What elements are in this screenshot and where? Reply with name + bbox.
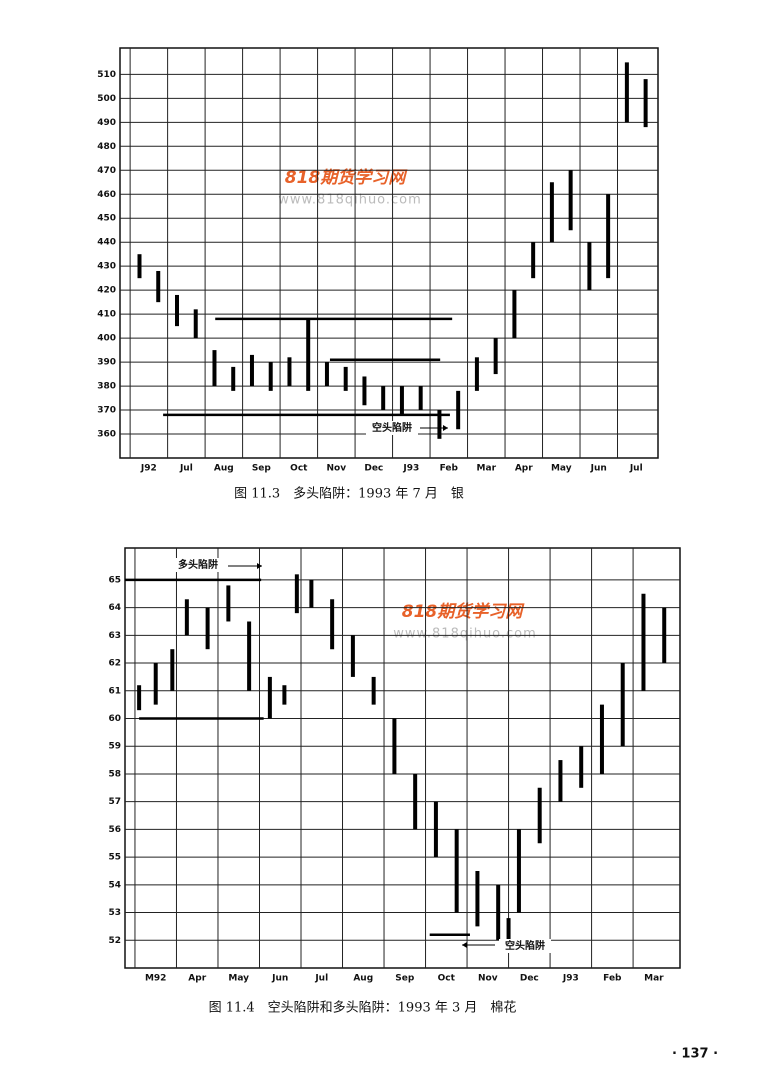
y-tick-label: 65 — [108, 575, 121, 585]
x-tick-label: Nov — [478, 974, 498, 984]
x-tick-label: Jul — [179, 464, 193, 474]
watermark-url: www.818qihuo.com — [393, 627, 537, 642]
y-tick-label: 480 — [97, 142, 116, 152]
y-tick-label: 59 — [108, 742, 121, 752]
x-tick-label: Sep — [252, 464, 272, 474]
y-tick-label: 470 — [97, 166, 116, 176]
x-tick-label: Jun — [271, 974, 288, 984]
annotation-bg — [366, 421, 418, 435]
y-tick-label: 380 — [97, 382, 116, 392]
y-tick-label: 460 — [97, 190, 116, 200]
y-tick-label: 440 — [97, 238, 116, 248]
x-tick-label: Dec — [520, 974, 539, 984]
x-tick-label: Apr — [515, 464, 533, 474]
x-tick-label: Aug — [214, 464, 234, 474]
y-tick-label: 490 — [97, 118, 116, 128]
x-tick-label: Jun — [590, 464, 607, 474]
x-tick-label: J93 — [562, 974, 579, 984]
annotation-bg — [172, 558, 224, 572]
x-tick-label: J93 — [402, 464, 419, 474]
y-tick-label: 56 — [108, 825, 121, 835]
annotation: 空头陷阱 — [372, 421, 412, 434]
y-tick-label: 430 — [97, 262, 116, 272]
y-tick-label: 57 — [108, 797, 121, 807]
watermark-logo: 818期货学习网 — [402, 602, 525, 622]
x-tick-label: Jul — [314, 974, 328, 984]
arrow-head — [257, 563, 262, 569]
y-tick-label: 52 — [108, 936, 121, 946]
x-tick-label: Sep — [395, 974, 415, 984]
x-tick-label: Jul — [629, 464, 643, 474]
x-tick-label: Dec — [364, 464, 383, 474]
arrow-head — [443, 425, 448, 431]
annotation: 多头陷阱 — [178, 558, 218, 571]
x-tick-label: Apr — [188, 974, 206, 984]
x-tick-label: Feb — [603, 974, 622, 984]
x-tick-label: Oct — [438, 974, 456, 984]
y-tick-label: 55 — [108, 853, 121, 863]
x-tick-label: Mar — [477, 464, 497, 474]
y-tick-label: 64 — [108, 603, 121, 613]
watermark-logo: 818期货学习网 — [285, 168, 408, 188]
y-tick-label: 420 — [97, 286, 116, 296]
y-tick-label: 390 — [97, 358, 116, 368]
y-tick-label: 500 — [97, 94, 116, 104]
x-tick-label: Oct — [290, 464, 308, 474]
y-tick-label: 53 — [108, 908, 121, 918]
x-tick-label: J92 — [140, 464, 157, 474]
x-tick-label: May — [228, 974, 249, 984]
x-tick-label: Nov — [327, 464, 347, 474]
y-tick-label: 450 — [97, 214, 116, 224]
y-tick-label: 62 — [108, 659, 121, 669]
page-number: · 137 · — [672, 1047, 718, 1062]
y-tick-label: 400 — [97, 334, 116, 344]
y-tick-label: 510 — [97, 70, 116, 80]
y-tick-label: 360 — [97, 430, 116, 440]
annotation-bg — [499, 939, 551, 953]
watermark-url: www.818qihuo.com — [278, 193, 422, 208]
plot-frame — [124, 547, 681, 969]
y-tick-label: 410 — [97, 310, 116, 320]
plot-frame — [119, 47, 659, 459]
y-tick-label: 63 — [108, 631, 121, 641]
chart-title: 图 11.3 多头陷阱：1993 年 7 月 银 — [234, 486, 464, 502]
x-tick-label: Aug — [353, 974, 373, 984]
x-tick-label: May — [551, 464, 572, 474]
y-tick-label: 54 — [108, 880, 121, 890]
x-tick-label: M92 — [145, 974, 166, 984]
y-tick-label: 58 — [108, 769, 121, 779]
arrow-head — [462, 942, 467, 948]
x-tick-label: Feb — [440, 464, 459, 474]
y-tick-label: 370 — [97, 406, 116, 416]
y-tick-label: 60 — [108, 714, 121, 724]
annotation: 空头陷阱 — [505, 939, 545, 952]
y-tick-label: 61 — [108, 686, 121, 696]
chart-title: 图 11.4 空头陷阱和多头陷阱：1993 年 3 月 棉花 — [209, 1000, 517, 1016]
x-tick-label: Mar — [644, 974, 664, 984]
